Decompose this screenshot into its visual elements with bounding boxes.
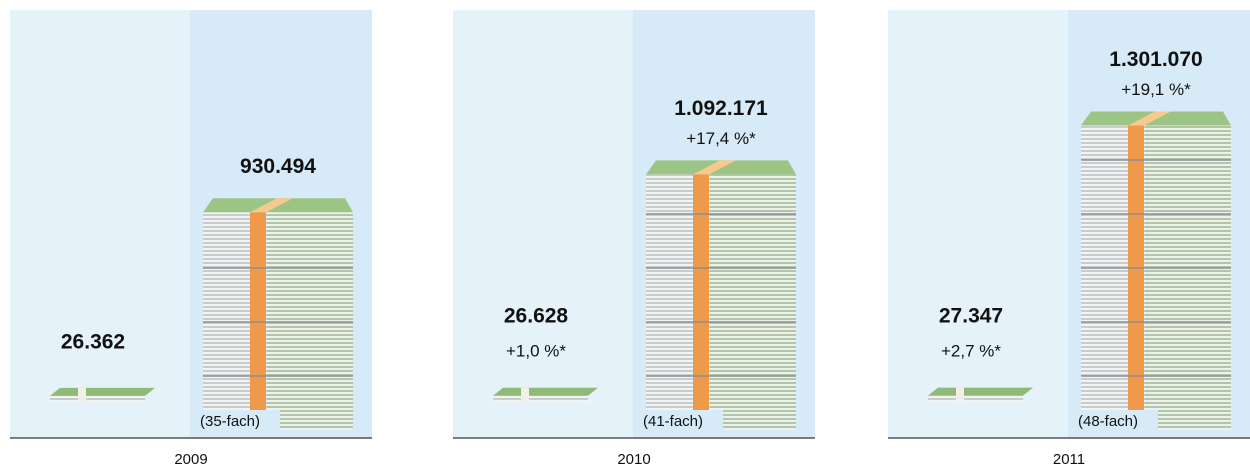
small-bundle [493,396,588,402]
small-bundle [50,396,145,402]
small-bill-top [50,388,155,396]
multiple-label: (48-fach) [1078,413,1138,430]
small-value-label: 26.362 [61,331,125,354]
small-value-label: 26.628 [504,305,569,328]
money-band [693,174,709,430]
multiple-label: (35-fach) [200,413,260,430]
year-label: 2010 [617,451,650,468]
page: {"chart_data": [ {"type": "pictograph", … [0,0,1250,469]
small-band [521,388,529,402]
small-bill-top [493,388,598,396]
big-stack-green [267,212,353,430]
small-change-label: +2,7 %* [941,341,1001,360]
year-label: 2009 [174,451,207,468]
panel-left [888,10,1068,438]
chart: 2009 26.362 930.494 (35-fach) 2010 26.628 +1,0… [0,0,1250,469]
small-bill-top [928,388,1033,396]
big-value-label: 930.494 [240,155,316,178]
big-value-label: 1.301.070 [1109,48,1202,71]
small-band [78,388,86,402]
big-stack-green [710,174,796,430]
big-stack-green [1145,126,1231,430]
panel-left [10,10,190,438]
small-band [956,388,964,402]
small-bundle [928,396,1023,402]
multiple-label: (41-fach) [643,413,703,430]
money-band [1128,126,1144,430]
big-change-label: +17,4 %* [686,129,756,148]
money-band [250,212,266,430]
big-change-label: +19,1 %* [1121,80,1191,99]
year-label: 2011 [1053,451,1085,468]
small-value-label: 27.347 [939,305,1003,328]
small-change-label: +1,0 %* [506,341,566,360]
big-value-label: 1.092.171 [674,97,768,120]
panel-left [453,10,633,438]
